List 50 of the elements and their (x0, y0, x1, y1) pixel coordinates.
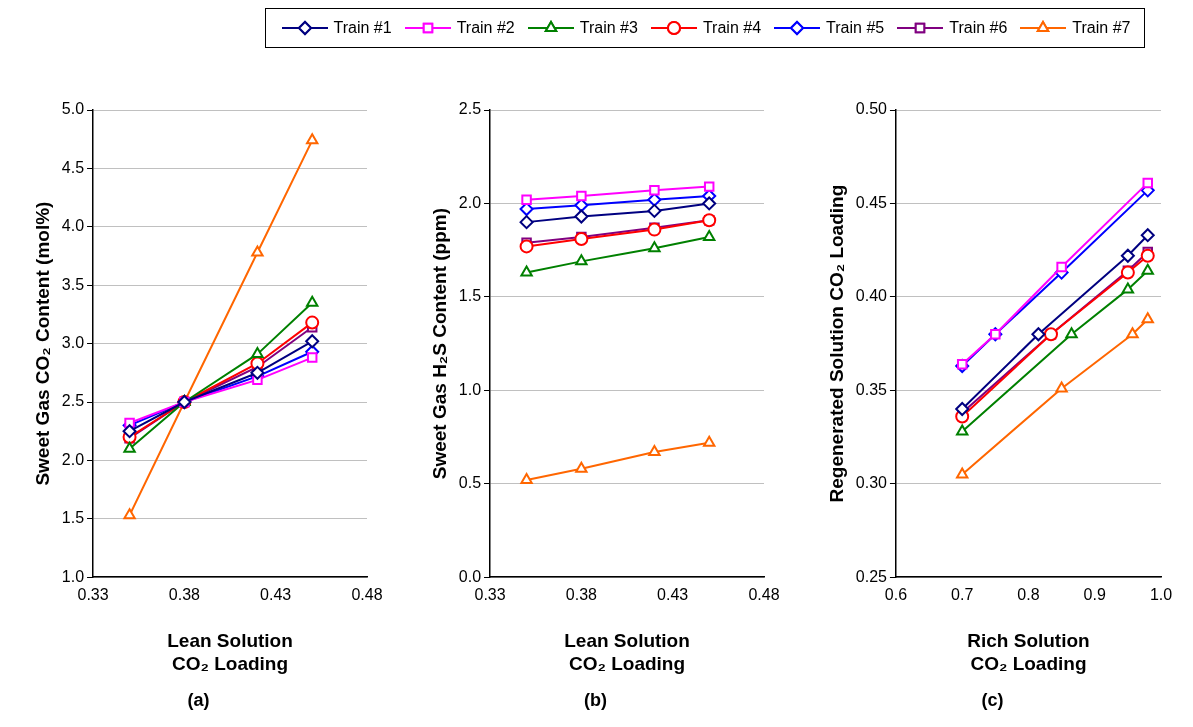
x-tick-label: 0.48 (748, 586, 780, 604)
y-tick-label: 0.45 (855, 193, 888, 211)
y-tick-label: 0.0 (458, 567, 482, 585)
x-tick-label: 0.43 (260, 586, 292, 604)
y-tick-label: 0.30 (855, 474, 888, 492)
y-tick-label: 0.40 (855, 287, 888, 305)
legend-label: Train #2 (456, 19, 515, 37)
x-tick-label: 0.43 (657, 586, 689, 604)
y-tick-label: 1.5 (458, 287, 482, 305)
legend-label: Train #3 (579, 19, 638, 37)
y-tick-label: 1.0 (61, 567, 85, 585)
y-tick-label: 3.0 (61, 334, 85, 352)
text: (b) (583, 690, 608, 711)
x-tick-label: 0.7 (951, 586, 974, 604)
x-axis-title: Lean Solution CO₂ Loading (564, 630, 690, 674)
legend-label: Train #7 (1072, 19, 1131, 37)
x-axis-title: Rich Solution CO₂ Loading (967, 630, 1090, 674)
y-axis-title: Sweet Gas H₂S Content (ppm) (428, 207, 450, 480)
y-tick-label: 1.0 (458, 380, 482, 398)
y-tick-label: 4.0 (61, 217, 85, 235)
legend-label: Train #6 (949, 19, 1008, 37)
x-tick-label: 0.9 (1083, 586, 1106, 604)
text: (a) (186, 690, 211, 711)
y-axis-title: Regenerated Solution CO₂ Loading (825, 184, 847, 503)
x-tick-label: 0.38 (168, 586, 201, 604)
x-tick-label: 0.33 (474, 586, 506, 604)
y-tick-label: 0.50 (855, 100, 888, 118)
y-tick-label: 2.0 (458, 193, 482, 211)
y-tick-label: 0.25 (855, 567, 888, 585)
y-tick-label: 1.5 (61, 509, 85, 527)
y-tick-label: 0.35 (855, 380, 888, 398)
y-tick-label: 4.5 (61, 158, 85, 176)
x-tick-label: 0.8 (1017, 586, 1040, 604)
legend-label: Train #4 (702, 19, 762, 37)
x-axis-title: Lean Solution CO₂ Loading (167, 630, 293, 674)
y-tick-label: 5.0 (61, 100, 85, 118)
legend-label: Train #5 (826, 19, 885, 37)
y-tick-label: 2.0 (61, 450, 85, 468)
x-tick-label: 0.33 (77, 586, 109, 604)
y-axis-title: Sweet Gas CO₂ Content (mol%) (31, 201, 53, 486)
x-tick-label: 1.0 (1149, 586, 1173, 604)
y-tick-label: 2.5 (61, 392, 85, 410)
text: (c) (980, 690, 1005, 711)
y-tick-label: 3.5 (61, 275, 85, 293)
x-tick-label: 0.38 (565, 586, 598, 604)
legend-label: Train #1 (333, 19, 392, 37)
y-tick-label: 2.5 (458, 100, 482, 118)
x-tick-label: 0.48 (351, 586, 383, 604)
x-tick-label: 0.6 (884, 586, 908, 604)
y-tick-label: 0.5 (458, 474, 482, 492)
